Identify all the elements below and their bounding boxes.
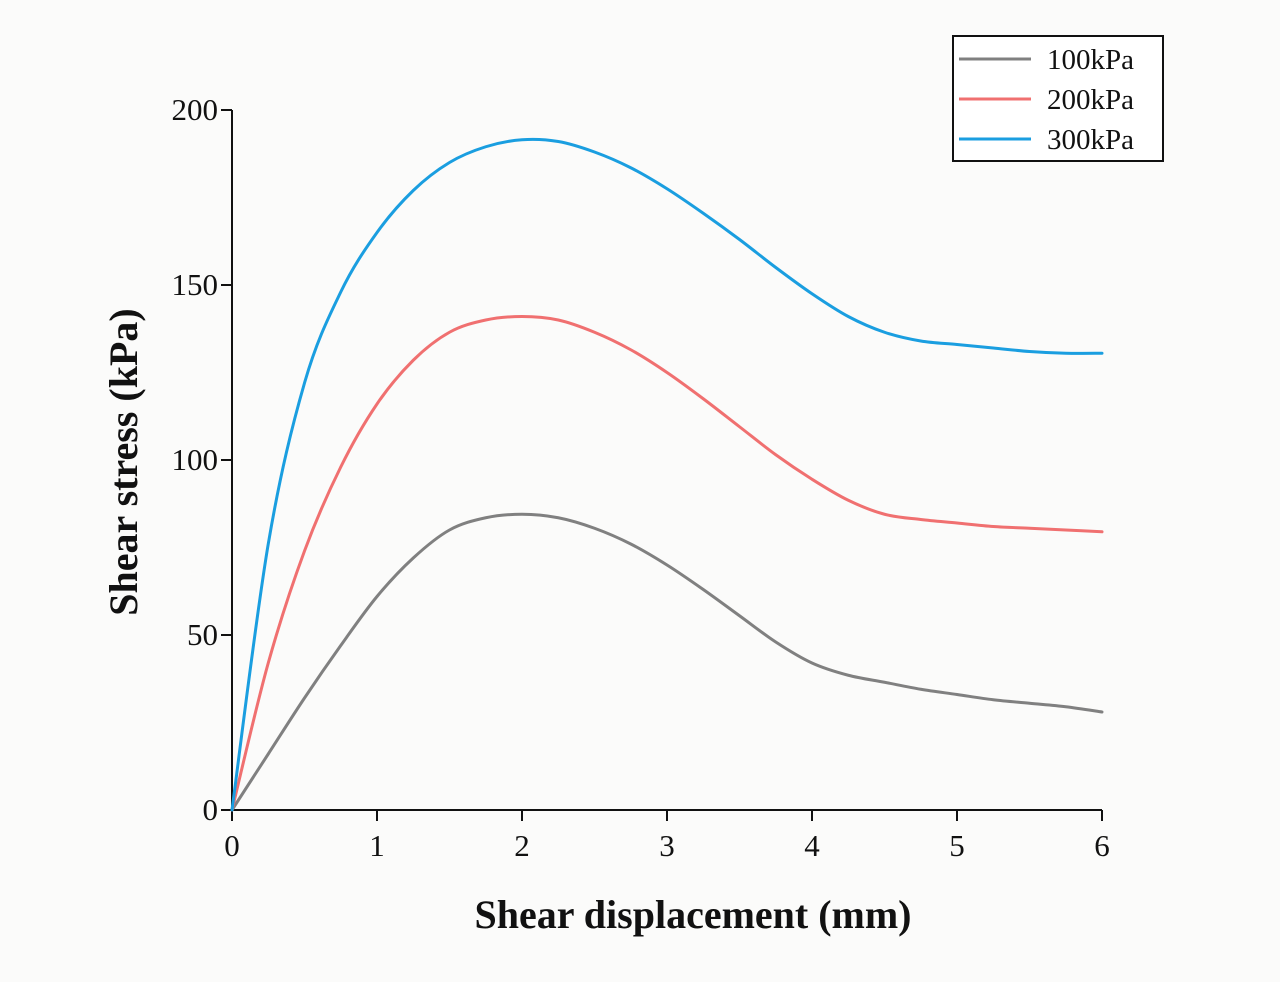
series-line-200kpa [230,315,1104,812]
legend-label: 200kPa [1047,84,1134,116]
y-tick-label: 50 [187,617,218,652]
x-tick-label: 3 [659,828,675,863]
x-tick-label: 1 [369,828,385,863]
x-tick-label: 6 [1094,828,1110,863]
x-tick-label: 5 [949,828,965,863]
x-axis-title: Shear displacement (mm) [475,892,912,937]
y-axis-title: Shear stress (kPa) [101,308,146,615]
series-layer [230,137,1104,812]
x-tick-label: 0 [224,828,240,863]
legend: 100kPa 200kPa 300kPa [952,35,1164,162]
series-line-300kpa [230,137,1104,812]
legend-label: 300kPa [1047,124,1134,156]
y-tick-label: 100 [172,442,219,477]
y-tick-label: 150 [172,267,219,302]
series-line-100kpa [230,512,1104,812]
y-tick-label: 200 [172,92,219,127]
legend-label: 100kPa [1047,44,1134,76]
x-tick-label: 4 [804,828,820,863]
y-tick-label: 0 [203,792,219,827]
x-tick-label: 2 [514,828,530,863]
axes-layer: 0 1 2 3 4 5 6 0 50 100 150 200 Shear displacement (m… [101,92,1110,937]
